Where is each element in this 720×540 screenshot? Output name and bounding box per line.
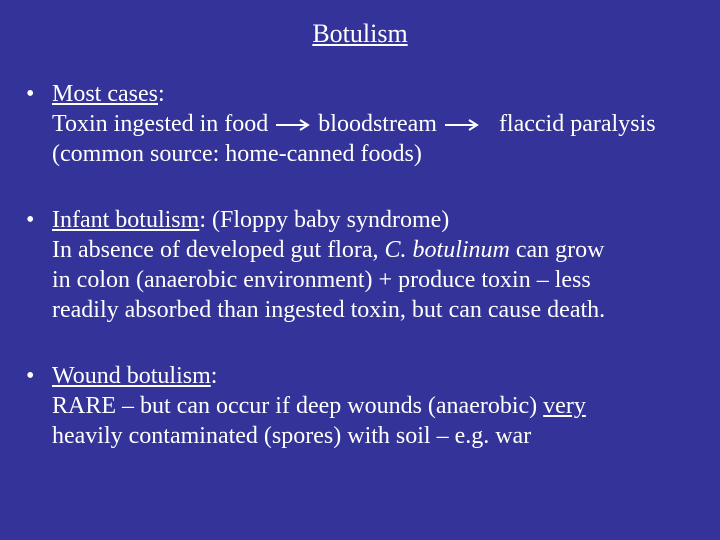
bullet-heading: Wound botulism [52, 363, 211, 389]
colon: : [211, 363, 218, 389]
bullet-heading: Infant botulism [52, 207, 199, 233]
arrow-icon [445, 118, 485, 132]
bullet-line: heavily contaminated (spores) with soil … [52, 423, 531, 449]
bullet-content: Most cases: Toxin ingested in food blood… [52, 79, 700, 169]
bullet-line: readily absorbed than ingested toxin, bu… [52, 297, 605, 323]
species-name: C. botulinum [385, 237, 510, 263]
flow-part: Toxin ingested in food [52, 111, 268, 137]
bullet-marker: • [26, 361, 52, 451]
bullet-content: Wound botulism: RARE – but can occur if … [52, 361, 700, 451]
bullet-line: in colon (anaerobic environment) + produ… [52, 267, 591, 293]
flow-part: bloodstream [318, 111, 437, 137]
bullet-line: can grow [510, 237, 605, 263]
colon: : [158, 81, 165, 107]
bullet-item: • Infant botulism: (Floppy baby syndrome… [20, 205, 700, 325]
flow-part: flaccid paralysis [499, 111, 656, 137]
slide-container: Botulism • Most cases: Toxin ingested in… [0, 0, 720, 471]
after-heading: : (Floppy baby syndrome) [199, 207, 449, 233]
bullet-line: (common source: home-canned foods) [52, 141, 422, 167]
bullet-marker: • [26, 205, 52, 325]
bullet-line: In absence of developed gut flora, [52, 237, 385, 263]
bullet-line: RARE – but can occur if deep wounds (ana… [52, 393, 543, 419]
flow-line: Toxin ingested in food bloodstream flacc… [52, 109, 700, 139]
arrow-icon [276, 118, 316, 132]
underlined-word: very [543, 393, 586, 419]
bullet-marker: • [26, 79, 52, 169]
bullet-item: • Most cases: Toxin ingested in food blo… [20, 79, 700, 169]
slide-title: Botulism [20, 18, 700, 51]
bullet-content: Infant botulism: (Floppy baby syndrome) … [52, 205, 700, 325]
bullet-heading: Most cases [52, 81, 158, 107]
bullet-item: • Wound botulism: RARE – but can occur i… [20, 361, 700, 451]
